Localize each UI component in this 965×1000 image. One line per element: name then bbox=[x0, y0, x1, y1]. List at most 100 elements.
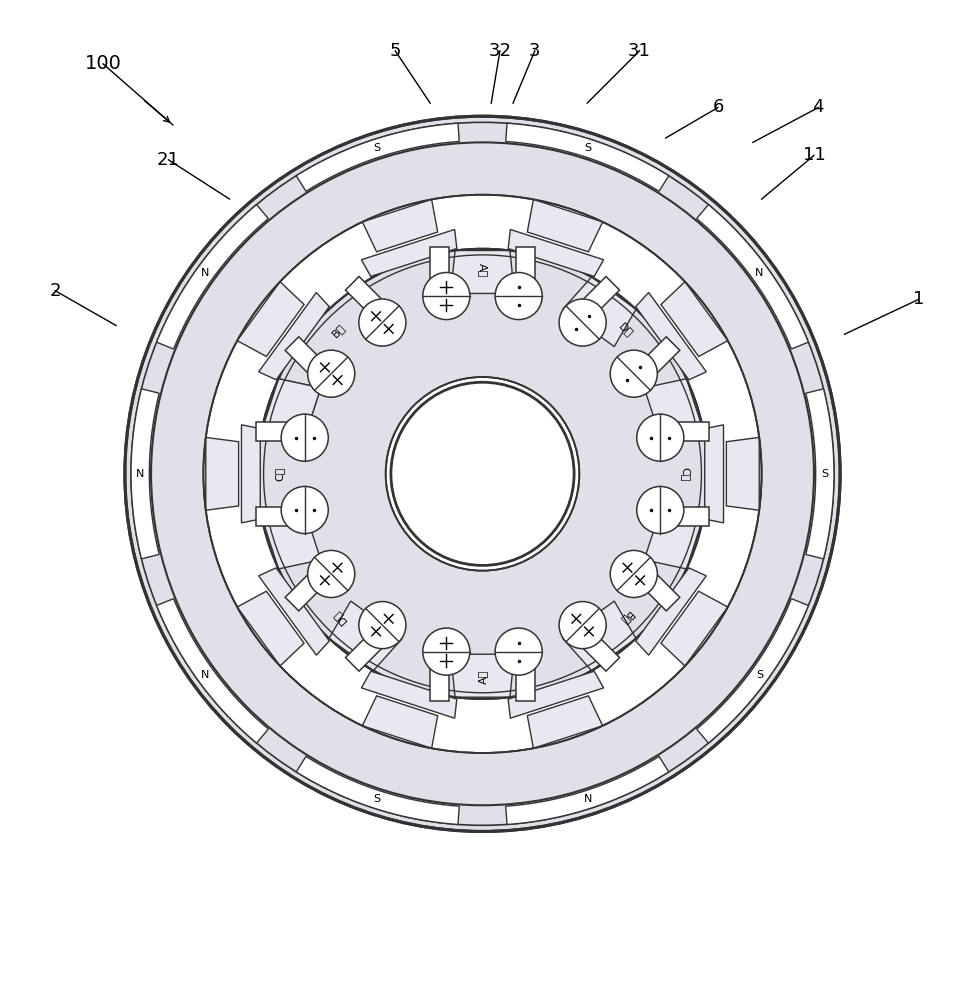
Circle shape bbox=[359, 299, 406, 346]
Polygon shape bbox=[329, 601, 402, 671]
Polygon shape bbox=[361, 671, 456, 718]
Text: C相: C相 bbox=[274, 467, 285, 481]
Circle shape bbox=[308, 550, 355, 598]
Text: 2: 2 bbox=[49, 282, 61, 300]
Polygon shape bbox=[527, 696, 603, 748]
Text: S: S bbox=[756, 670, 763, 680]
Circle shape bbox=[359, 602, 406, 649]
Polygon shape bbox=[506, 123, 669, 191]
Circle shape bbox=[124, 116, 841, 831]
Text: D相: D相 bbox=[618, 321, 635, 339]
Polygon shape bbox=[704, 425, 724, 523]
Circle shape bbox=[637, 486, 684, 534]
Polygon shape bbox=[506, 756, 669, 824]
Polygon shape bbox=[697, 599, 809, 743]
Text: 100: 100 bbox=[85, 54, 122, 73]
Text: 1: 1 bbox=[913, 290, 924, 308]
Polygon shape bbox=[262, 379, 320, 448]
Polygon shape bbox=[563, 277, 636, 347]
Polygon shape bbox=[645, 379, 703, 448]
Circle shape bbox=[281, 414, 328, 461]
Polygon shape bbox=[256, 507, 290, 526]
Polygon shape bbox=[262, 379, 320, 448]
Polygon shape bbox=[361, 229, 456, 276]
Circle shape bbox=[637, 414, 684, 461]
Polygon shape bbox=[697, 205, 809, 349]
Polygon shape bbox=[206, 437, 238, 510]
Text: N: N bbox=[136, 469, 145, 479]
Polygon shape bbox=[345, 277, 384, 315]
Polygon shape bbox=[661, 282, 728, 356]
Circle shape bbox=[308, 350, 355, 397]
Circle shape bbox=[281, 486, 328, 534]
Polygon shape bbox=[675, 507, 709, 526]
Text: B相: B相 bbox=[618, 609, 635, 626]
Text: S: S bbox=[821, 469, 828, 479]
Text: 6: 6 bbox=[712, 99, 724, 116]
Polygon shape bbox=[237, 591, 304, 666]
Circle shape bbox=[423, 273, 470, 320]
Circle shape bbox=[204, 195, 761, 753]
Text: D相: D相 bbox=[330, 609, 347, 626]
Polygon shape bbox=[661, 591, 728, 666]
Polygon shape bbox=[515, 247, 535, 282]
Circle shape bbox=[610, 350, 657, 397]
Circle shape bbox=[258, 249, 707, 699]
Polygon shape bbox=[451, 654, 514, 697]
Text: S: S bbox=[373, 143, 380, 153]
Polygon shape bbox=[642, 573, 679, 611]
Polygon shape bbox=[256, 422, 290, 441]
Circle shape bbox=[559, 299, 606, 346]
Text: 11: 11 bbox=[803, 146, 825, 164]
Polygon shape bbox=[131, 389, 159, 559]
Text: N: N bbox=[756, 268, 763, 278]
Polygon shape bbox=[645, 499, 703, 569]
Polygon shape bbox=[241, 425, 261, 523]
Circle shape bbox=[495, 273, 542, 320]
Text: 3: 3 bbox=[529, 42, 540, 60]
Circle shape bbox=[386, 377, 579, 571]
Polygon shape bbox=[156, 205, 268, 349]
Polygon shape bbox=[527, 199, 603, 252]
Text: A相: A相 bbox=[478, 263, 487, 278]
Text: 31: 31 bbox=[628, 42, 651, 60]
Polygon shape bbox=[286, 337, 323, 375]
Polygon shape bbox=[727, 437, 759, 510]
Polygon shape bbox=[509, 229, 604, 276]
Circle shape bbox=[495, 628, 542, 675]
Text: N: N bbox=[202, 268, 209, 278]
Text: S: S bbox=[373, 794, 380, 804]
Polygon shape bbox=[642, 337, 679, 375]
Polygon shape bbox=[515, 666, 535, 701]
Polygon shape bbox=[296, 123, 459, 191]
Polygon shape bbox=[345, 633, 384, 671]
Text: S: S bbox=[585, 143, 592, 153]
Polygon shape bbox=[262, 499, 320, 569]
Text: 5: 5 bbox=[390, 42, 401, 60]
Polygon shape bbox=[675, 422, 709, 441]
Text: N: N bbox=[202, 670, 209, 680]
Polygon shape bbox=[286, 573, 323, 611]
Polygon shape bbox=[362, 199, 438, 252]
Polygon shape bbox=[563, 601, 636, 671]
Text: 4: 4 bbox=[813, 99, 824, 116]
Polygon shape bbox=[581, 277, 620, 315]
Polygon shape bbox=[156, 599, 268, 743]
Text: N: N bbox=[584, 794, 593, 804]
Polygon shape bbox=[509, 671, 604, 718]
Polygon shape bbox=[362, 696, 438, 748]
Text: 21: 21 bbox=[157, 151, 179, 169]
Circle shape bbox=[559, 602, 606, 649]
Text: 32: 32 bbox=[488, 42, 511, 60]
Text: B相: B相 bbox=[330, 322, 347, 339]
Circle shape bbox=[423, 628, 470, 675]
Polygon shape bbox=[259, 292, 329, 380]
Polygon shape bbox=[451, 250, 514, 293]
Polygon shape bbox=[430, 247, 450, 282]
Polygon shape bbox=[636, 292, 706, 380]
Polygon shape bbox=[636, 568, 706, 655]
Polygon shape bbox=[806, 389, 834, 559]
Text: C相: C相 bbox=[680, 467, 691, 481]
Polygon shape bbox=[259, 568, 329, 655]
Polygon shape bbox=[296, 756, 459, 824]
